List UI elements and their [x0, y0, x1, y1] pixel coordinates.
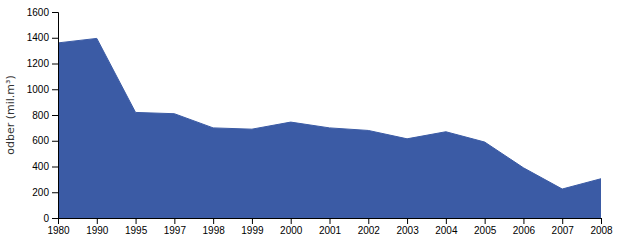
y-tick-label: 0 [43, 213, 49, 224]
x-tick: 2001 [319, 218, 342, 236]
x-tick: 1999 [241, 218, 264, 236]
y-tick: 1600 [27, 7, 58, 18]
x-tick-label: 1995 [125, 225, 148, 236]
x-tick-mark [368, 218, 369, 224]
x-tick-mark [485, 218, 486, 224]
x-tick-label: 1980 [47, 225, 70, 236]
x-tick-mark [291, 218, 292, 224]
x-tick-mark [213, 218, 214, 224]
x-tick: 2003 [396, 218, 419, 236]
plot: 0 200 400 600 800 1000 1200 1400 1600 1980 1990 199… [27, 7, 613, 236]
y-tick-label: 200 [32, 187, 49, 198]
x-tick-mark [97, 218, 98, 224]
x-tick-label: 1997 [164, 225, 187, 236]
x-tick: 1980 [47, 218, 70, 236]
x-tick: 2006 [513, 218, 536, 236]
x-tick: 1990 [86, 218, 109, 236]
x-tick-label: 2008 [590, 225, 613, 236]
y-tick-mark [52, 192, 58, 193]
x-tick: 2005 [474, 218, 497, 236]
x-tick-mark [523, 218, 524, 224]
x-tick: 2008 [590, 218, 613, 236]
y-tick: 800 [32, 110, 58, 121]
y-tick: 1400 [27, 32, 58, 43]
y-tick-mark [52, 64, 58, 65]
y-tick-mark [52, 115, 58, 116]
x-tick-label: 1990 [86, 225, 109, 236]
y-tick-label: 1000 [27, 84, 50, 95]
x-tick: 1995 [125, 218, 148, 236]
x-tick-mark [446, 218, 447, 224]
x-tick-mark [330, 218, 331, 224]
y-tick-label: 1400 [27, 32, 50, 43]
x-tick: 1997 [164, 218, 187, 236]
y-tick: 600 [32, 135, 58, 146]
y-tick-mark [52, 12, 58, 13]
y-tick-label: 800 [32, 110, 49, 121]
x-tick-label: 2000 [280, 225, 303, 236]
x-tick-mark [407, 218, 408, 224]
x-tick-label: 2007 [552, 225, 575, 236]
y-axis-title: odber (mil.m³) [4, 75, 17, 155]
x-tick-label: 2005 [474, 225, 497, 236]
y-tick-label: 600 [32, 135, 49, 146]
y-tick-mark [52, 218, 58, 219]
marks [58, 38, 601, 218]
x-tick: 2000 [280, 218, 303, 236]
y-axis: 0 200 400 600 800 1000 1200 1400 1600 [27, 7, 59, 224]
y-tick-mark [52, 38, 58, 39]
y-tick: 1200 [27, 58, 58, 69]
y-tick-label: 1200 [27, 58, 50, 69]
y-tick: 200 [32, 187, 58, 198]
x-tick-label: 2004 [435, 225, 458, 236]
x-tick-mark [136, 218, 137, 224]
y-tick-label: 1600 [27, 7, 50, 18]
x-tick: 2007 [552, 218, 575, 236]
x-tick-mark [58, 218, 59, 224]
y-tick: 0 [43, 213, 58, 224]
x-axis: 1980 1990 1995 1997 1998 1999 2000 2001 2002 2003… [47, 218, 613, 236]
x-tick-mark [174, 218, 175, 224]
area [58, 38, 601, 218]
y-tick: 400 [32, 161, 58, 172]
line [58, 38, 601, 189]
chart: 0 200 400 600 800 1000 1200 1400 1600 1980 1990 199… [0, 0, 619, 244]
x-tick-label: 2002 [358, 225, 381, 236]
x-tick: 1998 [203, 218, 226, 236]
x-tick-label: 1999 [241, 225, 264, 236]
x-tick-mark [252, 218, 253, 224]
x-tick-label: 2003 [396, 225, 419, 236]
y-axis-line [52, 13, 59, 219]
x-tick-mark [562, 218, 563, 224]
y-tick: 1000 [27, 84, 58, 95]
x-axis-line [59, 219, 602, 225]
y-tick-mark [52, 141, 58, 142]
x-tick-label: 1998 [203, 225, 226, 236]
y-tick-label: 400 [32, 161, 49, 172]
y-tick-mark [52, 167, 58, 168]
y-tick-mark [52, 89, 58, 90]
x-tick-mark [601, 218, 602, 224]
x-tick: 2002 [358, 218, 381, 236]
x-tick-label: 2006 [513, 225, 536, 236]
x-tick: 2004 [435, 218, 458, 236]
x-tick-label: 2001 [319, 225, 342, 236]
